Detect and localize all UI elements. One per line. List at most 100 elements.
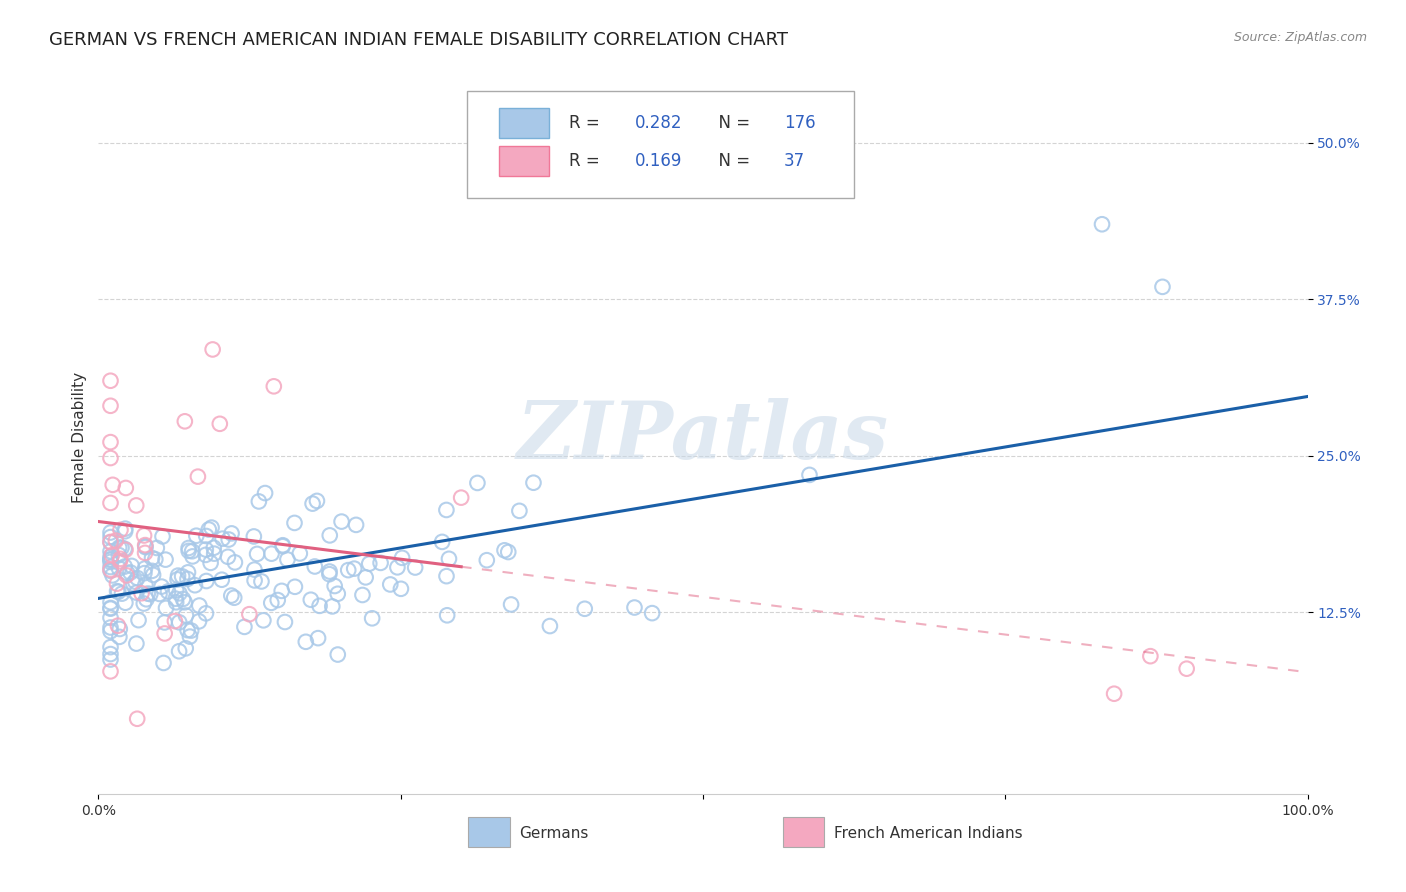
Point	[623, 600, 645, 615]
Point	[326, 587, 349, 601]
Point	[110, 541, 132, 555]
Point	[100, 530, 122, 544]
Point	[799, 467, 821, 482]
Point	[134, 561, 156, 575]
Point	[100, 611, 122, 625]
Point	[166, 573, 188, 587]
Point	[107, 584, 129, 599]
Point	[307, 631, 329, 645]
Point	[100, 620, 122, 634]
Point	[389, 582, 412, 596]
Point	[308, 599, 330, 613]
Point	[501, 598, 523, 612]
Point	[344, 517, 367, 532]
Point	[172, 569, 194, 583]
Point	[172, 592, 194, 607]
Point	[181, 544, 204, 558]
Point	[284, 580, 307, 594]
Point	[217, 549, 239, 564]
Point	[167, 615, 190, 630]
FancyBboxPatch shape	[467, 91, 855, 198]
Text: 37: 37	[785, 152, 806, 169]
Point	[437, 551, 460, 566]
Point	[187, 469, 209, 483]
Point	[238, 607, 260, 622]
Point	[169, 586, 191, 600]
Point	[100, 640, 122, 654]
Point	[1139, 649, 1161, 664]
Point	[110, 523, 132, 537]
Point	[100, 535, 122, 549]
Point	[174, 641, 197, 656]
Point	[195, 574, 218, 588]
Point	[100, 555, 122, 569]
Point	[380, 577, 402, 591]
Point	[318, 567, 340, 582]
Point	[143, 552, 166, 566]
Point	[104, 533, 127, 548]
Point	[108, 630, 131, 644]
Point	[100, 564, 122, 578]
Point	[359, 557, 381, 571]
Point	[165, 591, 187, 606]
Point	[107, 618, 129, 632]
Point	[202, 547, 225, 561]
Point	[326, 648, 349, 662]
Point	[243, 574, 266, 588]
Point	[224, 555, 246, 569]
Point	[100, 595, 122, 609]
Point	[201, 343, 224, 357]
Point	[202, 541, 225, 555]
Point	[125, 585, 148, 599]
Point	[134, 539, 156, 553]
Point	[156, 584, 179, 599]
Point	[200, 520, 222, 534]
Point	[1091, 217, 1114, 231]
Point	[352, 588, 374, 602]
Point	[574, 601, 596, 615]
Point	[114, 596, 136, 610]
Point	[295, 635, 318, 649]
Point	[114, 542, 136, 557]
Point	[361, 611, 384, 625]
Point	[200, 556, 222, 570]
Point	[167, 644, 190, 658]
FancyBboxPatch shape	[499, 108, 550, 138]
Point	[100, 553, 122, 567]
Point	[105, 576, 128, 591]
Point	[128, 613, 150, 627]
Point	[436, 608, 458, 623]
Point	[163, 614, 186, 628]
Point	[271, 539, 294, 553]
Point	[108, 554, 131, 568]
Point	[323, 579, 346, 593]
Point	[100, 549, 122, 564]
Point	[100, 399, 122, 413]
Point	[135, 540, 157, 554]
Point	[436, 569, 458, 583]
Text: N =: N =	[707, 152, 755, 169]
Point	[132, 528, 155, 542]
Text: French American Indians: French American Indians	[834, 826, 1022, 840]
Point	[194, 548, 217, 562]
Y-axis label: Female Disability: Female Disability	[72, 371, 87, 503]
Point	[101, 568, 124, 582]
Text: Germans: Germans	[519, 826, 589, 840]
Point	[304, 559, 326, 574]
Point	[108, 548, 131, 562]
Point	[134, 546, 156, 560]
Point	[142, 568, 165, 582]
Point	[467, 475, 489, 490]
Point	[180, 624, 202, 638]
Point	[100, 525, 122, 540]
Point	[430, 534, 453, 549]
Point	[1175, 662, 1198, 676]
Point	[404, 560, 426, 574]
Point	[299, 592, 322, 607]
Point	[254, 486, 277, 500]
Point	[100, 652, 122, 666]
Point	[155, 552, 177, 566]
Point	[522, 475, 544, 490]
Point	[224, 591, 246, 605]
FancyBboxPatch shape	[468, 817, 509, 847]
